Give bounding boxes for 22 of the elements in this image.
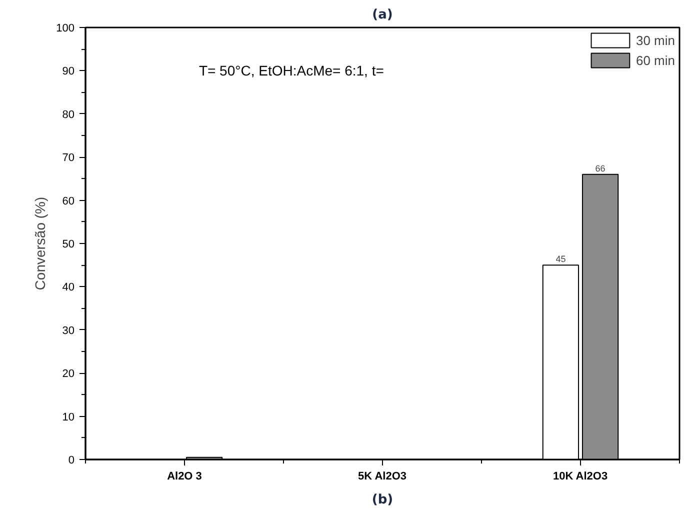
chart-title: (a)	[372, 8, 393, 22]
annotation: T= 50°C, EtOH:AcMe= 6:1, t=	[198, 62, 384, 79]
data-label: 66	[595, 163, 606, 174]
text: (b)	[372, 492, 394, 508]
y-tick-label: 50	[62, 238, 75, 250]
legend-label: 30 min	[636, 32, 675, 48]
x-tick-label: 10K Al2O3	[552, 470, 608, 482]
y-tick-label: 90	[62, 66, 75, 78]
x-tick-label: Al2O 3	[167, 470, 202, 482]
y-tick-label: 40	[62, 282, 75, 294]
y-tick-label: 0	[68, 454, 75, 466]
y-tick-label: 20	[62, 368, 75, 380]
y-tick-label: 70	[62, 152, 75, 164]
y-tick-label: 10	[62, 411, 75, 424]
y-tick-label: 60	[62, 195, 75, 208]
legend-label: 60 min	[636, 52, 675, 68]
y-axis-title: Conversão (%)	[32, 196, 48, 290]
y-tick-label: 30	[62, 324, 75, 337]
data-label: 45	[556, 254, 566, 264]
y-tick-label: 100	[56, 22, 75, 34]
y-tick-label: 80	[62, 108, 75, 121]
x-tick-label: 5K Al2O3	[358, 470, 407, 482]
